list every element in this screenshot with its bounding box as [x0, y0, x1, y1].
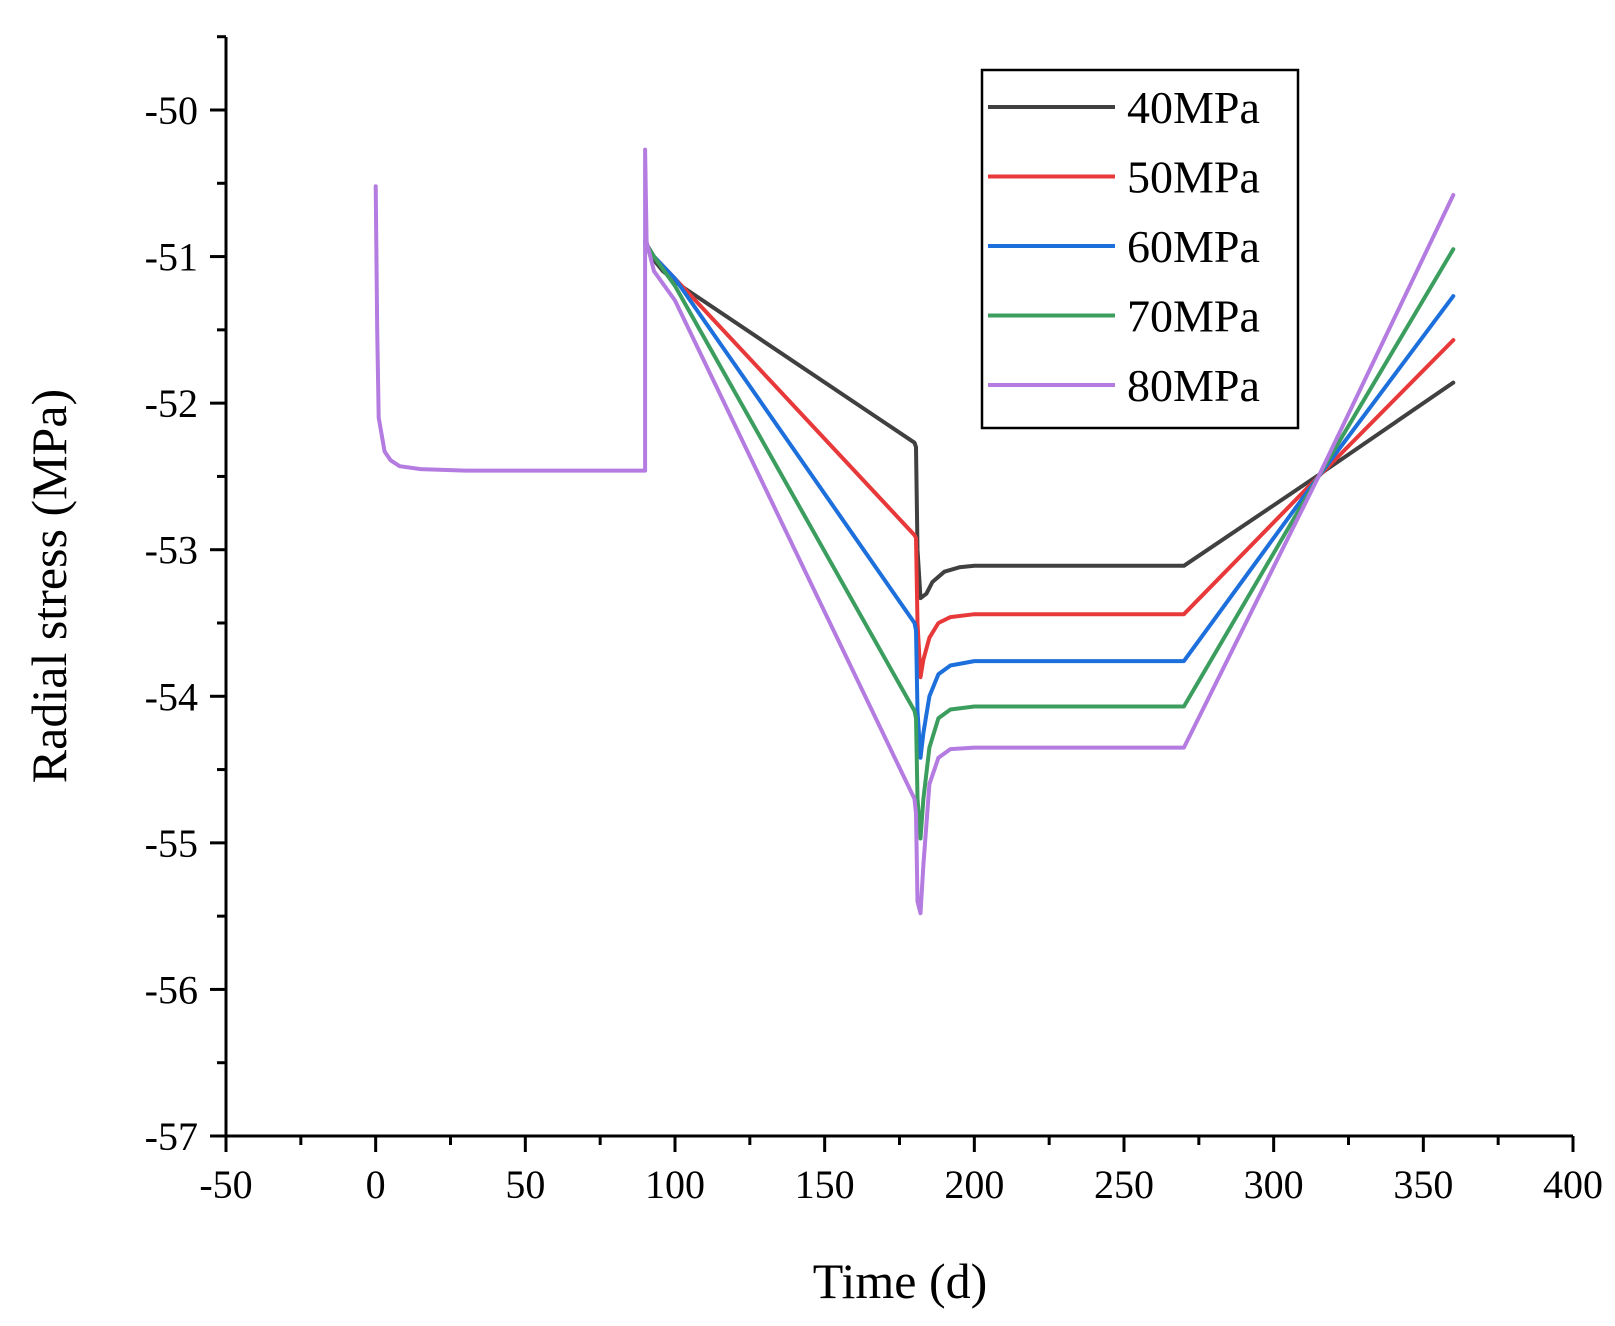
legend-label: 40MPa — [1127, 82, 1260, 133]
x-tick-label: 100 — [645, 1162, 705, 1207]
y-tick-label: -52 — [145, 381, 198, 426]
y-tick-label: -50 — [145, 88, 198, 133]
series-line-70mpa — [643, 239, 1456, 841]
y-tick-label: -55 — [145, 821, 198, 866]
series-line-50mpa — [643, 239, 1456, 680]
x-tick-label: 50 — [505, 1162, 545, 1207]
x-tick-label: 400 — [1543, 1162, 1603, 1207]
x-tick-label: 0 — [366, 1162, 386, 1207]
axes-frame — [224, 37, 1573, 1138]
y-tick-label: -57 — [145, 1114, 198, 1159]
legend-box — [980, 68, 1300, 430]
legend-label: 60MPa — [1127, 221, 1260, 272]
legend-label: 70MPa — [1127, 291, 1260, 342]
legend: 40MPa 50MPa 60MPa 70MPa 80MPa — [980, 68, 1300, 430]
x-tick-label: 200 — [944, 1162, 1004, 1207]
x-tick-label: -50 — [199, 1162, 252, 1207]
y-tick-label: -51 — [145, 235, 198, 280]
x-axis-ticks: -50 0 50 100 150 200 250 300 350 400 — [199, 1136, 1603, 1207]
y-axis-title: Radial stress (MPa) — [21, 389, 77, 783]
series-line-60mpa — [643, 239, 1456, 760]
legend-label: 50MPa — [1127, 152, 1260, 203]
x-tick-label: 350 — [1393, 1162, 1453, 1207]
y-tick-label: -54 — [145, 674, 198, 719]
series-line-80mpa — [373, 147, 1456, 916]
legend-label: 80MPa — [1127, 360, 1260, 411]
y-axis-ticks: -57 -56 -55 -54 -53 -52 -51 -50 — [145, 35, 226, 1159]
x-tick-label: 250 — [1094, 1162, 1154, 1207]
x-tick-label: 300 — [1244, 1162, 1304, 1207]
legend-items: 40MPa 50MPa 60MPa 70MPa 80MPa — [988, 82, 1260, 411]
plot-area: -50 0 50 100 150 200 250 300 350 400 -57 -56 -55 -54… — [145, 35, 1603, 1207]
y-tick-label: -56 — [145, 967, 198, 1012]
series-group — [373, 147, 1456, 916]
y-tick-label: -53 — [145, 528, 198, 573]
x-tick-label: 150 — [795, 1162, 855, 1207]
x-axis-title: Time (d) — [813, 1253, 988, 1309]
